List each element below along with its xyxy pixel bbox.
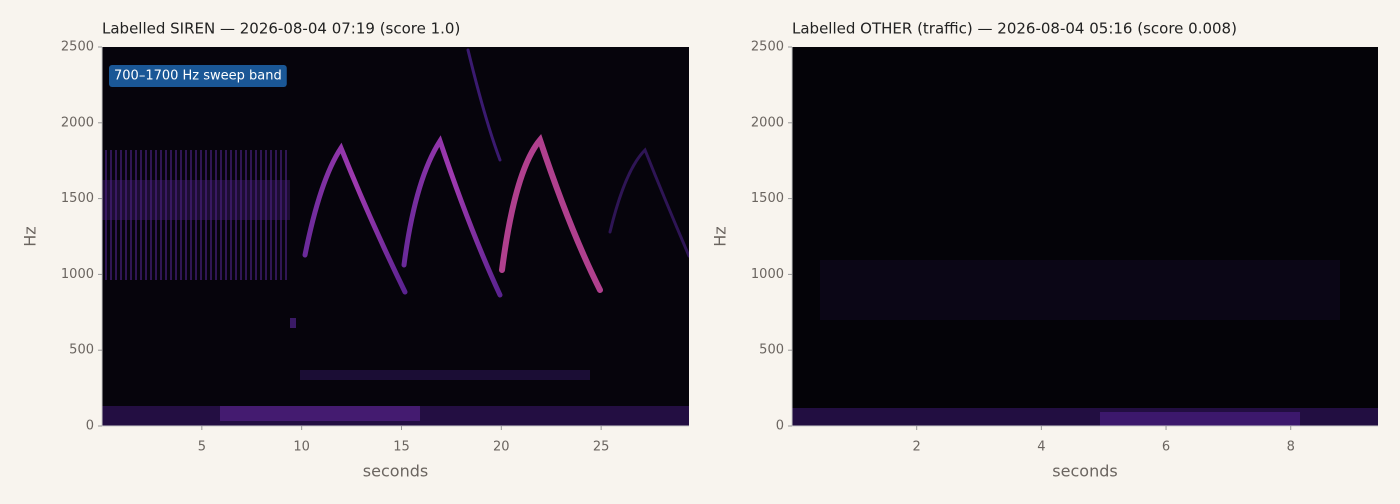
y-tick-label: 1000 bbox=[751, 267, 784, 282]
chart-title: Labelled OTHER (traffic) — 2026-08-04 05… bbox=[792, 20, 1237, 38]
x-tick-label: 8 bbox=[1287, 440, 1295, 455]
y-tick-label: 0 bbox=[776, 419, 784, 434]
x-axis-label: seconds bbox=[363, 462, 428, 481]
annotation: 700–1700 Hz sweep band bbox=[114, 69, 282, 84]
y-tick-label: 0 bbox=[86, 419, 94, 434]
x-tick-label: 2 bbox=[913, 440, 921, 455]
y-axis-label: Hz bbox=[711, 226, 730, 246]
x-axis-label: seconds bbox=[1052, 462, 1117, 481]
x-tick-label: 6 bbox=[1162, 440, 1170, 455]
y-tick-label: 2000 bbox=[751, 115, 784, 130]
y-tick-label: 1500 bbox=[61, 191, 94, 206]
y-tick-label: 2500 bbox=[61, 40, 94, 55]
spectrogram-image bbox=[102, 48, 689, 426]
x-tick-label: 20 bbox=[493, 440, 510, 455]
chart-title: Labelled SIREN — 2026-08-04 07:19 (score… bbox=[102, 20, 460, 38]
y-tick-label: 1500 bbox=[751, 191, 784, 206]
x-tick-label: 25 bbox=[593, 440, 610, 455]
x-tick-label: 10 bbox=[293, 440, 310, 455]
x-tick-label: 15 bbox=[393, 440, 410, 455]
annotation-box bbox=[109, 65, 287, 87]
y-tick-label: 2000 bbox=[61, 115, 94, 130]
y-tick-label: 2500 bbox=[751, 40, 784, 55]
spectrogram-bg bbox=[792, 47, 1378, 426]
y-tick-label: 500 bbox=[69, 343, 94, 358]
spectrogram-image bbox=[792, 260, 1378, 426]
y-axis-label: Hz bbox=[21, 226, 40, 246]
x-tick-label: 4 bbox=[1037, 440, 1045, 455]
y-tick-label: 1000 bbox=[61, 267, 94, 282]
y-tick-label: 500 bbox=[759, 343, 784, 358]
x-tick-label: 5 bbox=[198, 440, 206, 455]
